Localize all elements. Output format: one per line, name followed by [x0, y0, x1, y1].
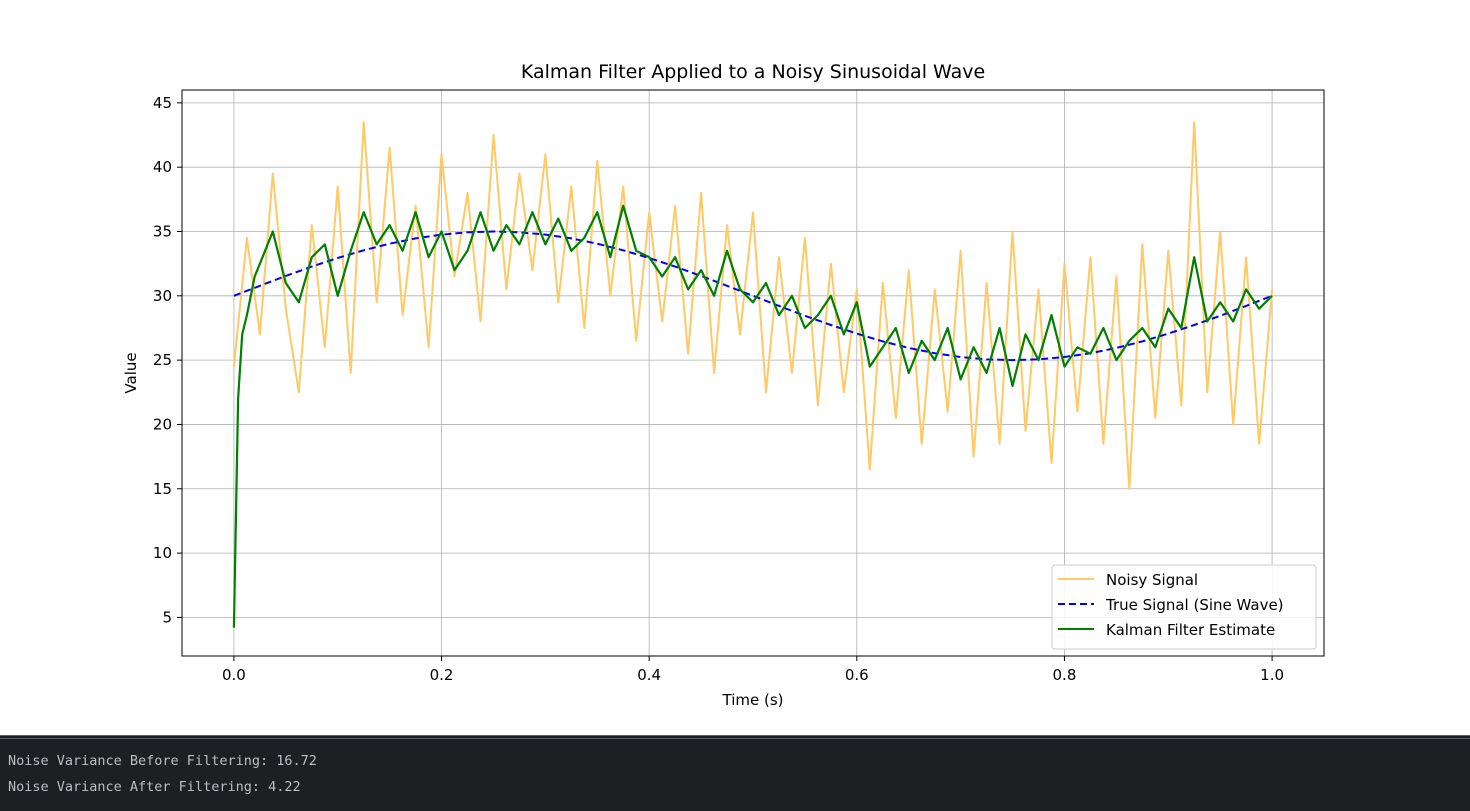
plot-area: 0.0 0.2 0.4 0.6 0.8 1.0 5 10 15 20 25 30 35 40 45 Kalm…: [122, 61, 1325, 709]
series-layer: [232, 121, 1274, 628]
chart-title: Kalman Filter Applied to a Noisy Sinusoi…: [521, 61, 985, 83]
legend-label-kalman: Kalman Filter Estimate: [1106, 621, 1275, 639]
kalman-chart: 0.0 0.2 0.4 0.6 0.8 1.0 5 10 15 20 25 30 35 40 45 Kalm…: [122, 61, 1325, 709]
y-tick-label: 10: [153, 544, 172, 562]
y-tick-label: 30: [153, 287, 172, 305]
x-tick-label: 0.8: [1053, 666, 1077, 684]
legend-label-true: True Signal (Sine Wave): [1105, 596, 1284, 614]
y-tick-label: 25: [153, 351, 172, 369]
x-tick-label: 1.0: [1260, 666, 1284, 684]
axes-frame: [181, 89, 1325, 657]
ticks: 0.0 0.2 0.4 0.6 0.8 1.0 5 10 15 20 25 30 35 40 45: [153, 94, 1284, 684]
x-tick-label: 0.0: [222, 666, 246, 684]
x-tick-label: 0.4: [637, 666, 661, 684]
noisy-signal-line: [232, 121, 1274, 490]
x-axis-label: Time (s): [722, 691, 784, 709]
y-axis-label: Value: [122, 352, 140, 393]
legend: Noisy Signal True Signal (Sine Wave) Kal…: [1051, 564, 1317, 650]
x-tick-label: 0.6: [845, 666, 869, 684]
legend-label-noisy: Noisy Signal: [1106, 571, 1198, 589]
y-tick-label: 5: [162, 608, 172, 626]
legend-box: [1051, 564, 1317, 650]
y-tick-label: 40: [153, 158, 172, 176]
x-tick-label: 0.2: [430, 666, 454, 684]
y-tick-label: 45: [153, 94, 172, 112]
y-tick-label: 15: [153, 480, 172, 498]
console-line-variance-after: Noise Variance After Filtering: 4.22: [8, 779, 301, 795]
y-tick-label: 20: [153, 415, 172, 433]
console-line-variance-before: Noise Variance Before Filtering: 16.72: [8, 753, 317, 769]
y-tick-label: 35: [153, 223, 172, 241]
kalman-estimate-line: [232, 204, 1273, 628]
console-output: Noise Variance Before Filtering: 16.72 N…: [0, 735, 1470, 811]
